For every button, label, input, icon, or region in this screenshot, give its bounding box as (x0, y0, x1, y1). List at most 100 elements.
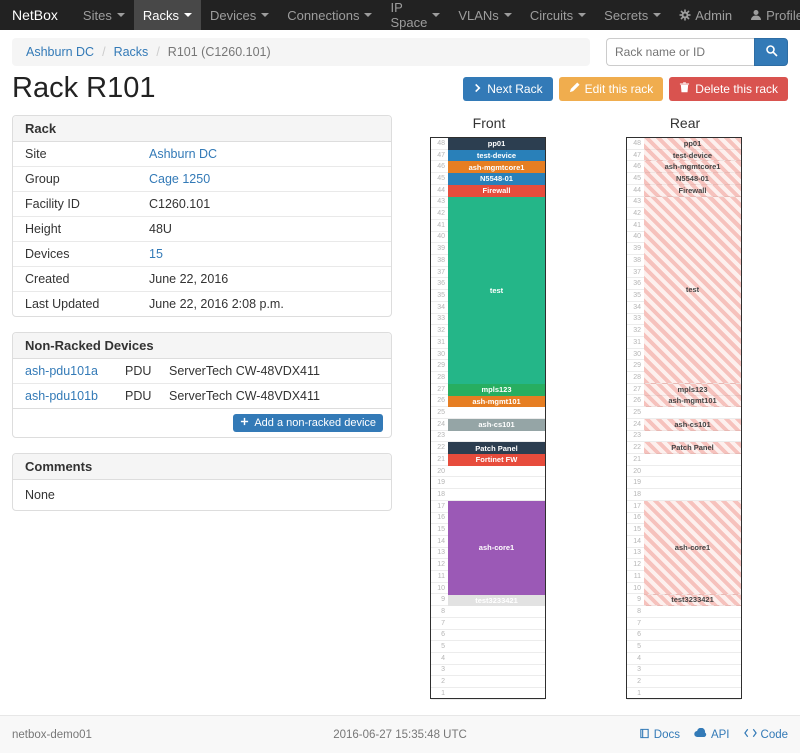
nav-profile[interactable]: Profile (741, 0, 800, 30)
nav-admin[interactable]: Admin (670, 0, 741, 30)
rack-device[interactable]: Fortinet FW (448, 454, 545, 466)
rack-device[interactable]: pp01 (644, 138, 741, 150)
site-link[interactable]: Ashburn DC (149, 147, 218, 161)
rack-device[interactable]: N5548-01 (644, 173, 741, 185)
unit-number: 39 (437, 245, 445, 253)
rack-device[interactable]: ash-mgmt101 (644, 395, 741, 408)
attr-value: 48U (149, 222, 172, 236)
code-link[interactable]: Code (743, 728, 788, 742)
page-footer: netbox-demo01 2016-06-27 15:35:48 UTC Do… (0, 715, 800, 753)
breadcrumb-racks-link[interactable]: Racks (113, 45, 149, 59)
next-rack-button[interactable]: Next Rack (463, 76, 553, 101)
rack-device[interactable]: Patch Panel (644, 442, 741, 455)
nav-label: Admin (695, 7, 733, 23)
unit-number: 37 (633, 268, 641, 276)
nav-devices[interactable]: Devices (201, 0, 278, 30)
rack-device[interactable]: test (448, 196, 545, 384)
rack-device[interactable]: ash-mgmtcore1 (644, 161, 741, 174)
rack-device[interactable]: mpls123 (644, 383, 741, 396)
main-menu: Sites Racks Devices Connections IP Space… (74, 0, 670, 30)
user-icon (750, 9, 762, 21)
rack-device[interactable]: pp01 (448, 138, 545, 150)
nav-connections[interactable]: Connections (278, 0, 381, 30)
unit-number: 12 (437, 561, 445, 569)
rack-device[interactable]: test3233421 (644, 594, 741, 607)
device-role: PDU (125, 389, 152, 403)
unit-number: 20 (633, 467, 641, 475)
unit-number: 40 (633, 233, 641, 241)
device-link[interactable]: ash-pdu101a (25, 364, 98, 378)
rack-panel: Rack Site Ashburn DC Group Cage 1250 Fac… (12, 115, 392, 317)
rack-device[interactable]: ash-core1 (448, 500, 545, 595)
rack-device[interactable]: ash-core1 (644, 500, 741, 595)
unit-number: 39 (633, 245, 641, 253)
rack-unit: 3 (431, 665, 545, 677)
attr-row-created: Created June 22, 2016 (13, 266, 391, 291)
unit-number: 10 (633, 584, 641, 592)
rack-device[interactable]: test-device (448, 149, 545, 162)
breadcrumb: Ashburn DC / Racks / R101 (C1260.101) (12, 38, 590, 66)
caret-down-icon (116, 13, 125, 17)
gear-icon (679, 9, 691, 21)
rack-unit: 4 (627, 653, 741, 665)
rack-device[interactable]: N5548-01 (448, 173, 545, 185)
non-racked-panel-footer: Add a non-racked device (13, 408, 391, 437)
unit-number: 38 (437, 256, 445, 264)
rack-device[interactable]: ash-cs101 (644, 419, 741, 431)
page-title: Rack R101 (12, 72, 156, 104)
rack-device[interactable]: ash-cs101 (448, 419, 545, 431)
button-label: Edit this rack (584, 81, 654, 96)
rack-unit: 23 (627, 431, 741, 443)
delete-rack-button[interactable]: Delete this rack (669, 76, 788, 101)
nav-label: VLANs (458, 7, 499, 23)
unit-number: 29 (437, 362, 445, 370)
nav-ip-space[interactable]: IP Space (381, 0, 449, 30)
docs-link[interactable]: Docs (639, 728, 680, 742)
nav-circuits[interactable]: Circuits (521, 0, 595, 30)
brand[interactable]: NetBox (12, 7, 58, 23)
add-non-racked-device-button[interactable]: Add a non-racked device (233, 414, 383, 432)
unit-number: 33 (633, 315, 641, 323)
unit-number: 16 (437, 514, 445, 522)
nav-racks[interactable]: Racks (133, 0, 201, 30)
edit-rack-button[interactable]: Edit this rack (558, 76, 664, 101)
unit-number: 7 (637, 619, 641, 627)
device-link[interactable]: ash-pdu101b (25, 389, 98, 403)
unit-number: 20 (437, 467, 445, 475)
rack-unit: 20 (431, 466, 545, 478)
unit-number: 9 (637, 596, 641, 604)
group-link[interactable]: Cage 1250 (149, 172, 211, 186)
breadcrumb-site-link[interactable]: Ashburn DC (26, 45, 95, 59)
unit-number: 41 (437, 221, 445, 229)
api-link[interactable]: API (694, 727, 730, 742)
unit-number: 31 (437, 338, 445, 346)
unit-number: 36 (633, 280, 641, 288)
unit-number: 1 (637, 689, 641, 697)
rack-device[interactable]: ash-mgmtcore1 (448, 161, 545, 174)
unit-number: 7 (441, 619, 445, 627)
attr-label: Site (25, 147, 47, 161)
unit-number: 34 (437, 303, 445, 311)
rack-device[interactable]: Patch Panel (448, 442, 545, 455)
nav-sites[interactable]: Sites (74, 0, 134, 30)
unit-number: 3 (441, 666, 445, 674)
non-racked-devices-panel: Non-Racked Devices ash-pdu101a PDU Serve… (12, 332, 392, 438)
rack-device[interactable]: mpls123 (448, 383, 545, 396)
front-rack: 48 47 46 45 44 43 42 41 40 39 38 37 36 35 34 33 32 31 30 29… (430, 137, 546, 700)
rack-device[interactable]: test3233421 (448, 594, 545, 607)
devices-count-link[interactable]: 15 (149, 247, 163, 261)
nav-vlans[interactable]: VLANs (449, 0, 520, 30)
nav-secrets[interactable]: Secrets (595, 0, 670, 30)
rack-device[interactable]: test (644, 196, 741, 384)
search-input[interactable] (606, 38, 754, 66)
rack-unit: 25 (431, 407, 545, 419)
unit-number: 6 (441, 631, 445, 639)
button-label: Next Rack (487, 81, 543, 96)
rack-device[interactable]: test-device (644, 149, 741, 162)
rack-device[interactable]: ash-mgmt101 (448, 395, 545, 408)
unit-number: 5 (637, 643, 641, 651)
rack-device[interactable]: Firewall (644, 184, 741, 197)
rack-device[interactable]: Firewall (448, 184, 545, 197)
unit-number: 47 (633, 151, 641, 159)
search-button[interactable] (754, 38, 788, 66)
